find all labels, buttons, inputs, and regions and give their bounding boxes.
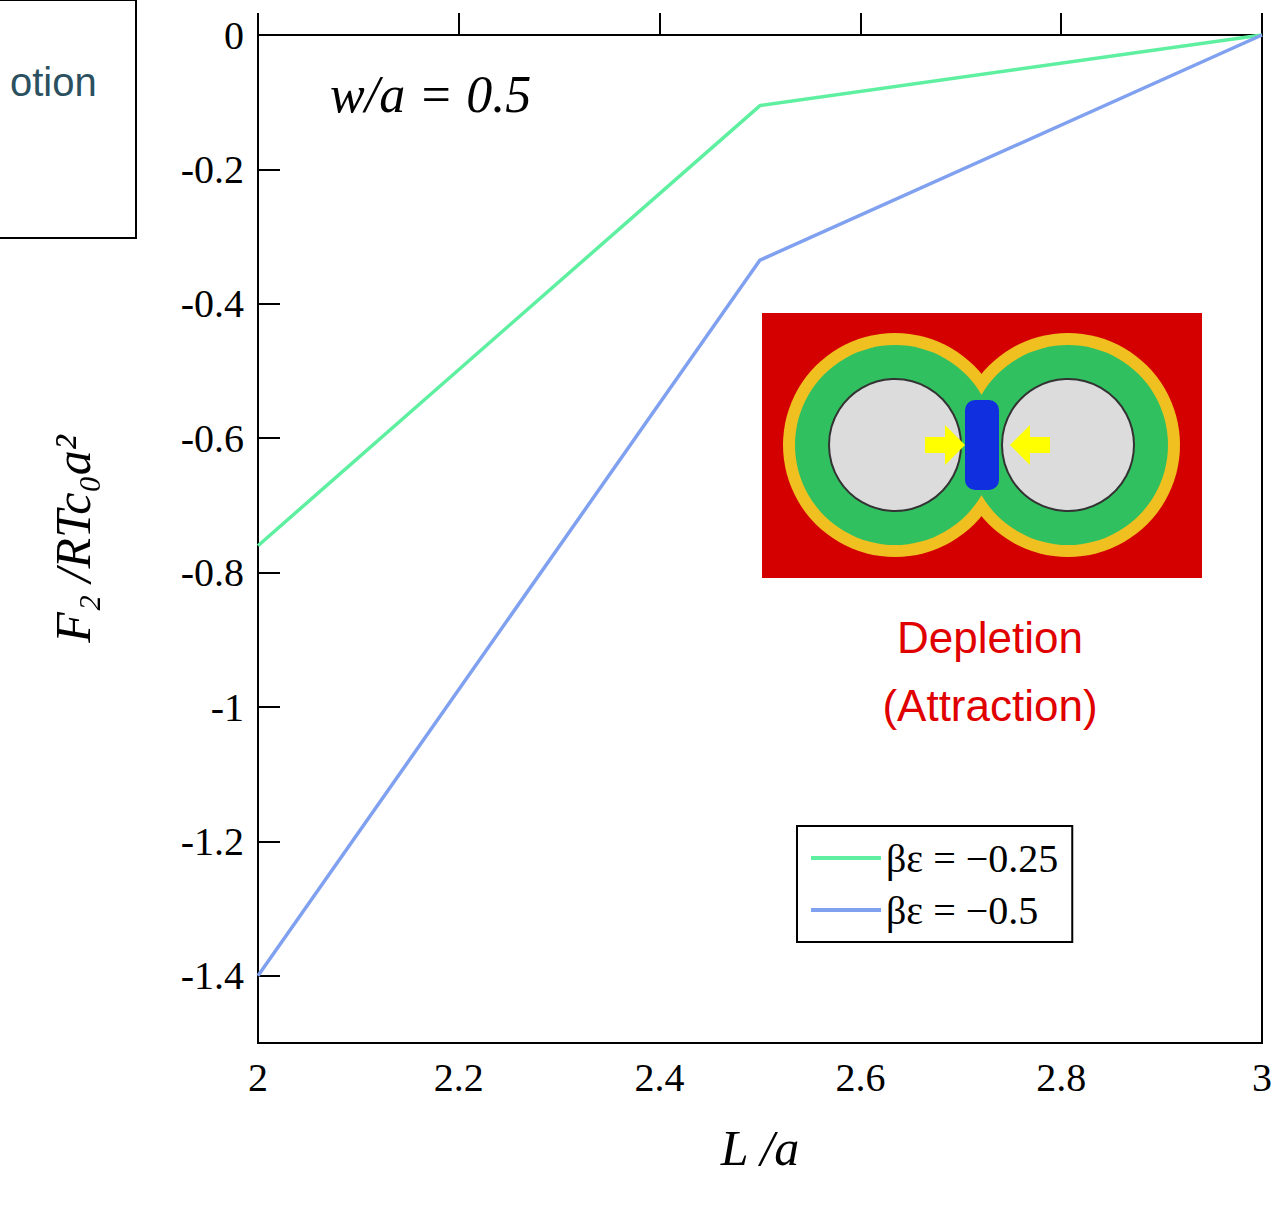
svg-text:-0.6: -0.6 bbox=[181, 416, 244, 461]
svg-text:2.2: 2.2 bbox=[434, 1055, 484, 1100]
svg-text:Depletion: Depletion bbox=[897, 613, 1083, 662]
svg-text:-0.2: -0.2 bbox=[181, 147, 244, 192]
svg-text:2.4: 2.4 bbox=[635, 1055, 685, 1100]
svg-text:-0.8: -0.8 bbox=[181, 550, 244, 595]
svg-text:3: 3 bbox=[1252, 1055, 1272, 1100]
svg-text:F₂ /RTc₀a²: F₂ /RTc₀a² bbox=[45, 434, 101, 644]
svg-text:-0.4: -0.4 bbox=[181, 281, 244, 326]
svg-text:2.8: 2.8 bbox=[1036, 1055, 1086, 1100]
svg-text:-1.4: -1.4 bbox=[181, 953, 244, 998]
svg-text:βε = −0.25: βε = −0.25 bbox=[886, 836, 1058, 881]
svg-text:(Attraction): (Attraction) bbox=[882, 681, 1097, 730]
svg-text:2: 2 bbox=[248, 1055, 268, 1100]
svg-text:-1.2: -1.2 bbox=[181, 819, 244, 864]
svg-text:2.6: 2.6 bbox=[835, 1055, 885, 1100]
svg-text:0: 0 bbox=[224, 13, 244, 58]
svg-text:-1: -1 bbox=[211, 685, 244, 730]
svg-text:L /a: L /a bbox=[720, 1120, 799, 1176]
svg-text:βε = −0.5: βε = −0.5 bbox=[886, 888, 1038, 933]
svg-text:otion: otion bbox=[10, 60, 97, 104]
svg-text:w/a = 0.5: w/a = 0.5 bbox=[330, 66, 531, 123]
